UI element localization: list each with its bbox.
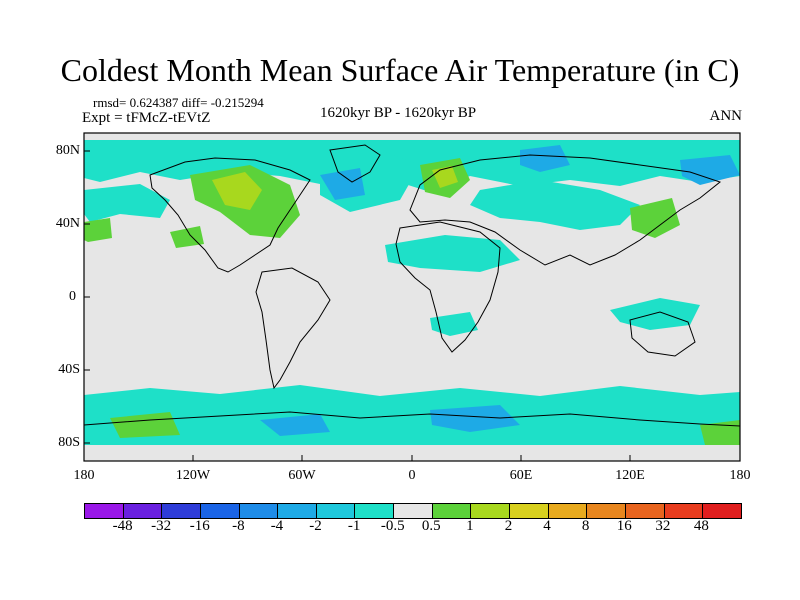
negative-anomaly-regions [84, 140, 740, 445]
lat-label: 40S [58, 362, 80, 377]
colorbar-label: 32 [655, 518, 671, 534]
coast-greenland [329, 144, 381, 183]
antarctic-strong [430, 405, 520, 432]
tropical-atlantic [385, 235, 520, 272]
antarctic-strong-2 [260, 414, 330, 436]
mid-pacific-warm [170, 226, 204, 248]
coast-africa [395, 221, 501, 353]
lat-label: 80S [58, 435, 80, 450]
colorbar-cell [85, 504, 124, 518]
coastlines [83, 144, 741, 427]
colorbar-label: -0.5 [380, 518, 405, 534]
colorbar-cell [394, 504, 433, 518]
coast-antarctica [83, 411, 741, 427]
lon-label: 120E [615, 468, 645, 483]
west-pacific-warm [84, 218, 112, 242]
indonesia [610, 298, 700, 330]
canada-medium [212, 172, 262, 210]
east-asia-warm [630, 198, 680, 238]
colorbar-label: 1 [466, 518, 474, 534]
colorbar-label: -1 [347, 518, 361, 534]
colorbar-cell [355, 504, 395, 518]
chart-title: Coldest Month Mean Surface Air Temperatu… [60, 52, 740, 88]
colorbar-label: 48 [693, 518, 709, 534]
coast-north-america [149, 157, 311, 273]
coast-australia [629, 311, 696, 357]
colorbar-cell [316, 504, 356, 518]
colorbar-label: 0.5 [421, 518, 441, 534]
period-label: 1620kyr BP - 1620kyr BP [320, 105, 477, 121]
stats-label: rmsd= 0.624387 diff= -0.215294 [93, 95, 264, 110]
colorbar-cell [200, 504, 240, 518]
antarctic-warm [110, 412, 180, 438]
colorbar-cell [664, 504, 704, 518]
colorbar-cell [471, 504, 511, 518]
coast-south-america [255, 267, 331, 390]
south-atlantic [430, 312, 478, 336]
colorbar-cell [278, 504, 317, 518]
lat-label: 0 [69, 289, 76, 304]
lon-label: 0 [408, 468, 416, 483]
colorbar-label: -4 [270, 518, 284, 534]
colorbar [84, 503, 742, 519]
colorbar-cell [625, 504, 665, 518]
colorbar-label: 8 [581, 518, 590, 534]
colorbar-label: 16 [616, 518, 632, 534]
colorbar-cell [548, 504, 588, 518]
lon-label: 60E [509, 468, 533, 483]
lon-label: 60W [288, 468, 316, 483]
tick-marks [84, 150, 631, 461]
siberia-strong [520, 145, 570, 172]
lon-label: 180 [729, 468, 751, 483]
season-label: ANN [709, 108, 743, 124]
asia-cooling [470, 180, 640, 230]
colorbar-cell [587, 504, 626, 518]
lat-label: 80N [55, 143, 80, 158]
colorbar-cell [162, 504, 201, 518]
lat-label: 40N [55, 216, 80, 231]
colorbar-label: -16 [189, 518, 210, 534]
experiment-label: Expt = tFMcZ-tEVtZ [82, 110, 211, 126]
colorbar-label: 2 [504, 518, 513, 534]
colorbar-label: 4 [543, 518, 551, 534]
colorbar-label: -8 [232, 518, 245, 534]
colorbar-cell [510, 504, 549, 518]
east-siberia-strong [680, 155, 740, 185]
colorbar-cell [123, 504, 163, 518]
coast-europe-asia [409, 154, 722, 266]
negative-anomaly-strong [260, 145, 740, 436]
colorbar-label: -2 [309, 518, 322, 534]
colorbar-cell [703, 504, 741, 518]
lon-label: 120W [175, 468, 211, 483]
colorbar-label: -48 [112, 518, 133, 534]
lon-label: 180 [73, 468, 95, 483]
north-pacific [84, 184, 170, 222]
antarctic-warm-2 [700, 420, 740, 445]
atlantic-strong [320, 168, 365, 200]
colorbar-cell [239, 504, 279, 518]
colorbar-cell [432, 504, 472, 518]
colorbar-label: -32 [151, 518, 172, 534]
